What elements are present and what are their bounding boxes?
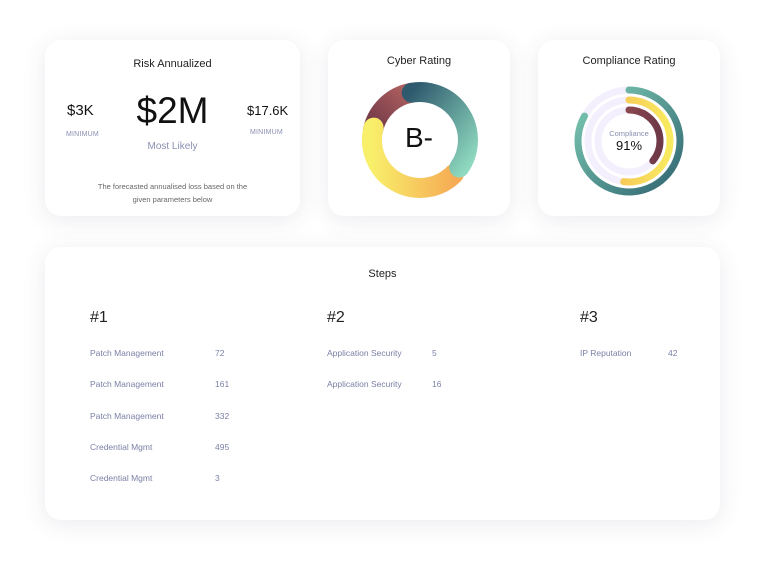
step-heading: #1	[90, 309, 108, 326]
step-item-value: 495	[215, 441, 230, 452]
ring-progress	[584, 96, 674, 186]
step-item-name: Application Security	[327, 348, 402, 358]
step-item-value: 42	[668, 348, 678, 358]
step-item-name: Credential Mgmt	[90, 473, 153, 484]
ring-progress	[574, 86, 684, 196]
donut-segment-yellow	[362, 117, 464, 198]
max-label: MINIMUM	[250, 129, 283, 136]
step-item-value: 332	[215, 410, 230, 421]
ring-progress	[594, 106, 664, 176]
cyber-rating-card: Cyber Rating B-	[328, 40, 510, 216]
step-item-value: 5	[432, 348, 437, 358]
max-value: $17.6K	[247, 103, 289, 118]
min-value: $3K	[67, 102, 94, 119]
step-item-value: 3	[215, 473, 220, 484]
donut-segment-teal	[401, 82, 478, 178]
cyber-grade: B-	[405, 122, 433, 153]
cyber-rating-donut	[362, 82, 478, 198]
steps-title: Steps	[368, 268, 397, 280]
compliance-value: 91%	[615, 138, 643, 153]
step-item-name: IP Reputation	[580, 348, 632, 358]
step-item-name: Patch Management	[90, 379, 164, 390]
step-item-value: 72	[215, 348, 225, 358]
risk-description: The forecasted annualised loss based on …	[97, 182, 248, 204]
compliance-rating-card: Compliance Rating Compliance 91%	[538, 40, 720, 216]
cyber-title: Cyber Rating	[386, 55, 452, 67]
risk-annualized-card: Risk Annualized $3K MINIMUM $2M Most Lik…	[45, 40, 300, 216]
risk-title: Risk Annualized	[133, 58, 212, 70]
step-heading: #3	[580, 309, 598, 326]
steps-card: Steps #1 Patch Management 72 Patch Manageme…	[45, 247, 720, 520]
likely-label: Most Likely	[147, 141, 198, 152]
min-label: MINIMUM	[66, 131, 99, 138]
compliance-title: Compliance Rating	[582, 55, 676, 67]
step-item-value: 161	[215, 379, 230, 390]
likely-value: $2M	[136, 90, 209, 131]
step-item-value: 16	[432, 379, 442, 390]
step-item-name: Patch Management	[90, 410, 164, 421]
compliance-label: Compliance	[609, 129, 649, 138]
compliance-rings	[574, 86, 684, 196]
step-item-name: Patch Management	[90, 348, 164, 358]
step-heading: #2	[327, 309, 345, 326]
step-item-name: Application Security	[327, 379, 402, 390]
step-item-name: Credential Mgmt	[90, 441, 153, 452]
